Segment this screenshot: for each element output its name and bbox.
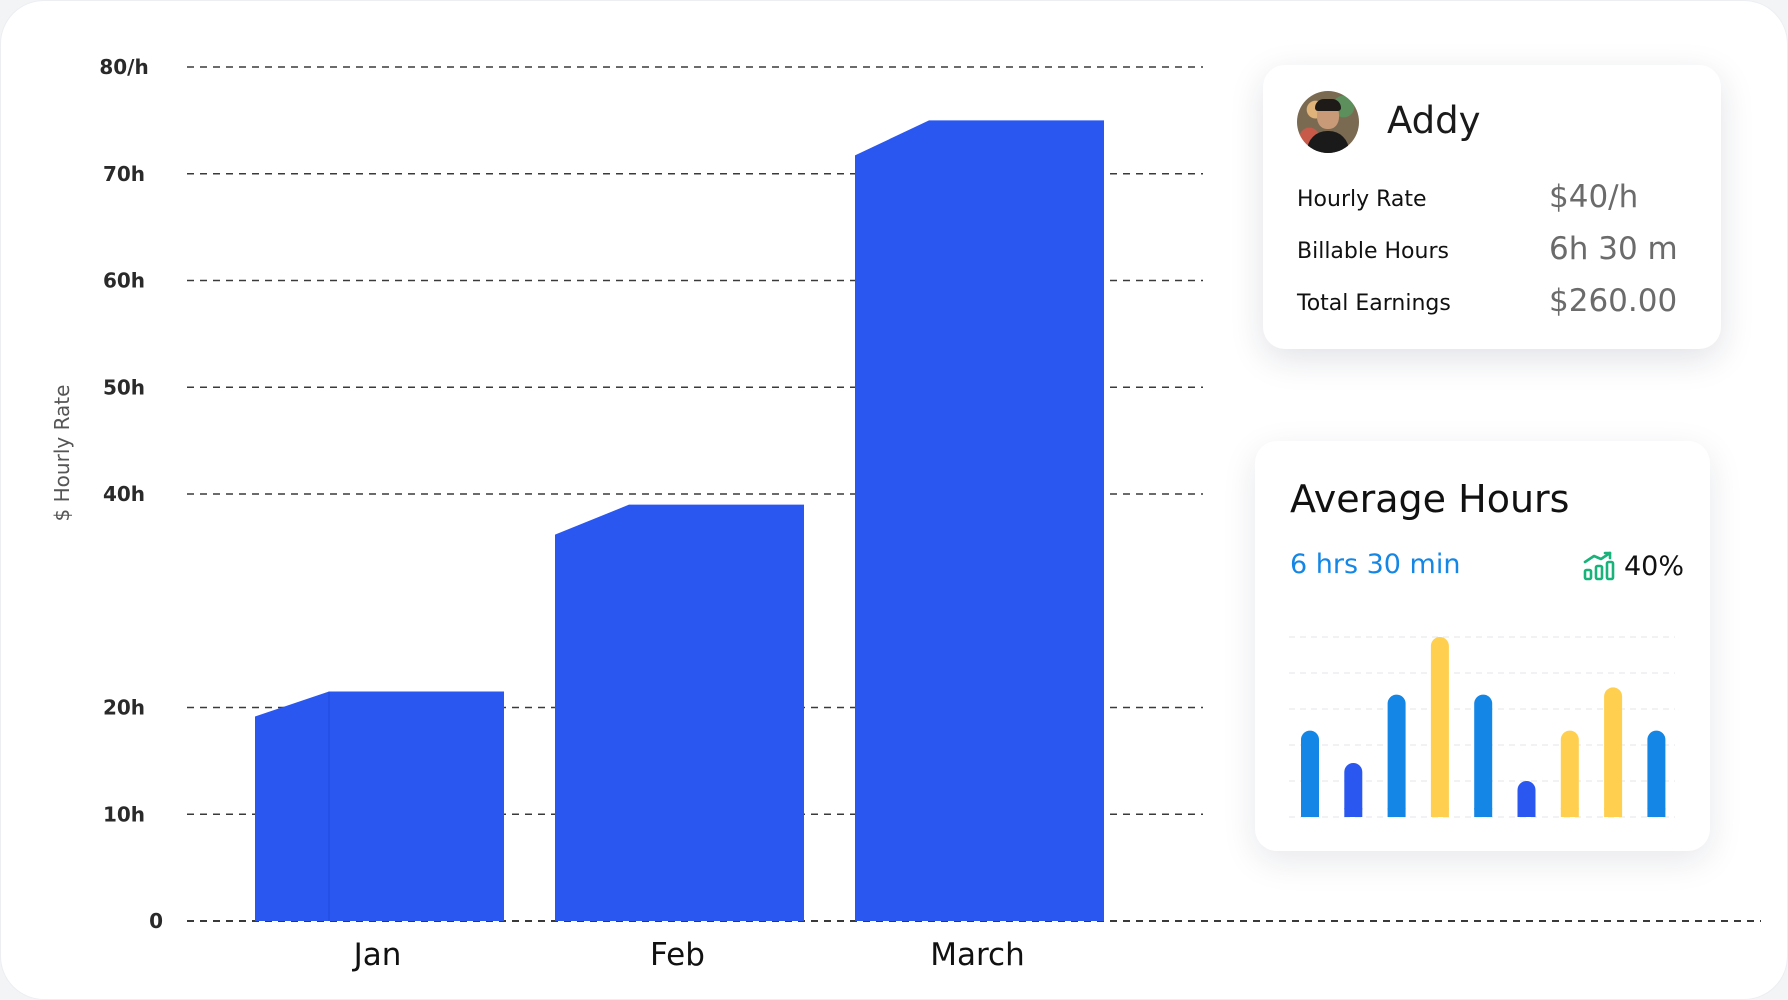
y-tick-label: 20h xyxy=(103,696,145,720)
bar-march[interactable] xyxy=(855,120,1104,921)
stat-row-total-earnings: Total Earnings $260.00 xyxy=(1297,283,1697,323)
mini-bar xyxy=(1344,763,1363,817)
mini-bar xyxy=(1301,730,1319,817)
avatar[interactable] xyxy=(1297,91,1359,153)
stat-value: $40/h xyxy=(1549,179,1639,215)
y-tick-label: 50h xyxy=(103,375,145,399)
y-tick-label: 70h xyxy=(103,162,145,186)
mini-bar-base xyxy=(1647,808,1666,817)
y-tick-label: 10h xyxy=(103,802,145,826)
average-hours-title: Average Hours xyxy=(1290,477,1570,521)
x-category-label: Feb xyxy=(650,937,705,973)
bar-feb[interactable] xyxy=(555,504,804,921)
mini-bar xyxy=(1430,637,1449,817)
trending-up-chart-icon xyxy=(1583,551,1615,581)
mini-bar-base xyxy=(1430,808,1449,817)
y-tick-label: 80/h xyxy=(99,55,148,79)
stat-value: 6h 30 m xyxy=(1549,231,1678,267)
mini-bar xyxy=(1387,694,1406,817)
trend-indicator: 40% xyxy=(1582,549,1684,583)
mini-bar-base xyxy=(1301,808,1319,817)
mini-bar-base xyxy=(1474,808,1493,817)
mini-bar-base xyxy=(1387,808,1406,817)
mini-bar-base xyxy=(1344,808,1363,817)
stat-value: $260.00 xyxy=(1549,283,1678,319)
stat-label: Total Earnings xyxy=(1297,291,1451,316)
profile-card[interactable]: Addy Hourly Rate $40/h Billable Hours 6h… xyxy=(1263,65,1721,349)
average-hours-card[interactable]: Average Hours 6 hrs 30 min 40% xyxy=(1255,441,1710,851)
x-category-label: Jan xyxy=(352,937,402,973)
mini-bar-base xyxy=(1604,808,1623,817)
stat-row-hourly-rate: Hourly Rate $40/h xyxy=(1297,179,1697,219)
bar-jan[interactable] xyxy=(255,691,504,921)
stat-label: Hourly Rate xyxy=(1297,187,1427,212)
mini-bar xyxy=(1474,694,1493,817)
change-percent: 40% xyxy=(1623,550,1684,582)
mini-bar xyxy=(1647,730,1666,817)
mini-bar xyxy=(1560,730,1579,817)
average-hours-value: 6 hrs 30 min xyxy=(1290,549,1461,580)
stat-row-billable-hours: Billable Hours 6h 30 m xyxy=(1297,231,1697,271)
stat-label: Billable Hours xyxy=(1297,239,1449,264)
y-tick-label: 60h xyxy=(103,269,145,293)
y-tick-label: 0 xyxy=(149,909,163,933)
y-tick-labels: 0 10h 20h 40h 50h 60h 70h 80/h xyxy=(99,55,163,933)
bars xyxy=(255,120,1104,921)
mini-bar xyxy=(1604,687,1623,817)
mini-bar-base xyxy=(1560,808,1579,817)
y-axis-label: $ Hourly Rate xyxy=(50,385,74,522)
x-category-label: March xyxy=(930,937,1025,973)
x-category-labels: Jan Feb March xyxy=(352,937,1025,973)
profile-name: Addy xyxy=(1387,99,1481,142)
average-hours-mini-chart xyxy=(1289,636,1675,818)
mini-bar-base xyxy=(1517,808,1536,817)
mini-bars xyxy=(1301,637,1666,817)
y-tick-label: 40h xyxy=(103,482,145,506)
